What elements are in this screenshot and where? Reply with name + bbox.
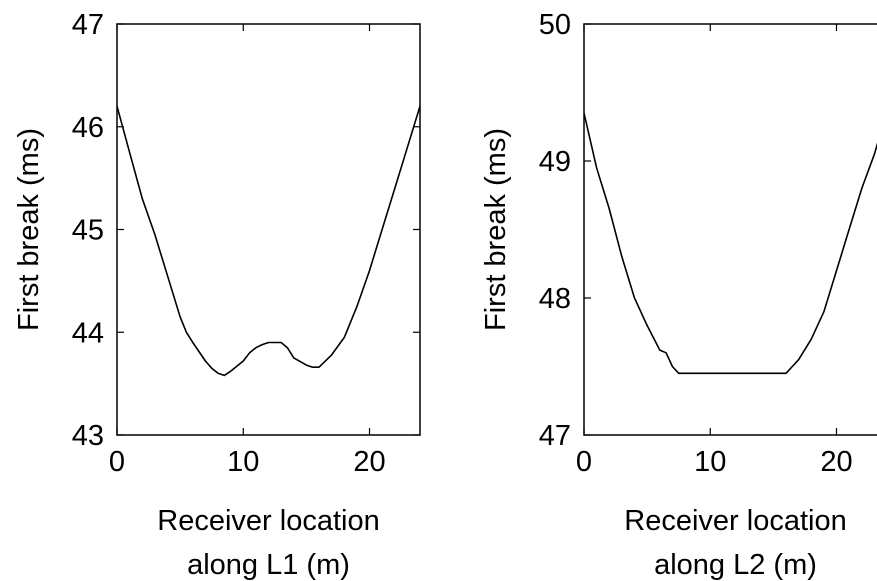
chart-panel-1: 0 10 20 43 44 45 46 47 First break (ms) Receiver …	[13, 9, 421, 581]
x-tick-label: 0	[109, 446, 125, 478]
x-tick-label: 0	[576, 446, 592, 478]
x-axis-title-line-1: Receiver location	[624, 505, 846, 537]
x-tick-label: 10	[227, 446, 259, 478]
y-tick-label: 46	[72, 112, 104, 144]
x-axis-title-line-1: Receiver location	[157, 505, 379, 537]
y-axis-title: First break (ms)	[13, 128, 45, 331]
y-tick-label: 47	[539, 420, 571, 452]
y-tick-label: 48	[539, 283, 571, 315]
chart-panel-2: 0 10 20 47 48 49 50 First break (ms) Receiver lo…	[480, 9, 877, 581]
y-axis-title: First break (ms)	[480, 128, 512, 331]
x-tick-label: 20	[820, 446, 852, 478]
series-line-1	[583, 112, 877, 375]
y-tick-label: 45	[72, 215, 104, 247]
y-tick-label: 47	[72, 9, 104, 41]
x-tick-label: 10	[694, 446, 726, 478]
x-tick-label: 20	[353, 446, 385, 478]
y-tick-label: 44	[72, 317, 104, 349]
y-tick-label: 49	[539, 146, 571, 178]
x-axis-title-line-2: along L2 (m)	[654, 549, 817, 581]
x-axis-title-line-2: along L1 (m)	[187, 549, 350, 581]
y-tick-label: 50	[539, 9, 571, 41]
series-line-1	[116, 105, 421, 377]
y-tick-label: 43	[72, 420, 104, 452]
plot-frame	[116, 23, 421, 436]
plot-frame	[583, 23, 877, 436]
